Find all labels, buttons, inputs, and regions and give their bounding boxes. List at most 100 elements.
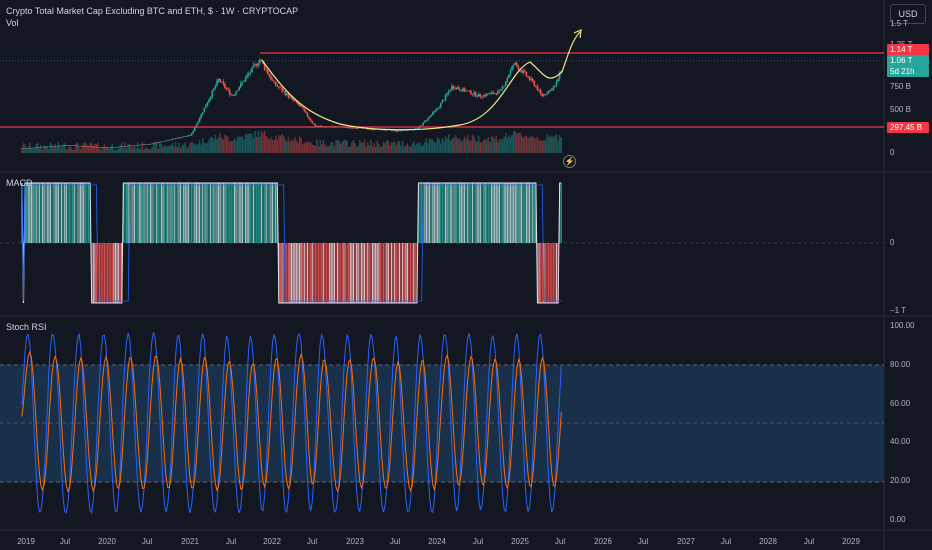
candle-body — [151, 143, 153, 145]
volume-bar — [122, 148, 125, 153]
candle-body — [135, 145, 137, 146]
candle-body — [555, 81, 558, 86]
candle-body — [200, 114, 202, 119]
candle-body — [228, 89, 231, 95]
candle-body — [420, 125, 423, 126]
volume-bar — [156, 142, 158, 153]
macd-bar — [271, 183, 274, 243]
volume-bar — [376, 141, 378, 153]
volume-bar — [367, 141, 369, 153]
candle-body — [397, 130, 399, 132]
volume-bar — [460, 141, 463, 153]
macd-bar — [267, 183, 269, 243]
macd-bar — [413, 243, 415, 303]
volume-bar — [455, 136, 458, 153]
macd-bar — [310, 243, 312, 303]
candle-body — [485, 93, 488, 96]
stoch-rsi-label[interactable]: Stoch RSI — [6, 322, 47, 332]
macd-bar — [449, 183, 451, 243]
candle-body — [292, 97, 294, 101]
macd-bar — [548, 243, 550, 303]
volume-bar — [303, 142, 305, 153]
volume-bar — [471, 134, 474, 153]
volume-bar — [368, 145, 371, 153]
candle-body — [59, 145, 61, 147]
candle-body — [235, 91, 237, 95]
candle-body — [500, 88, 502, 91]
stoch-k-line — [21, 332, 562, 514]
volume-bar — [225, 135, 228, 153]
volume-bar — [482, 140, 485, 153]
macd-bar — [313, 243, 315, 303]
macd-bar — [392, 243, 394, 303]
volume-bar — [416, 143, 418, 153]
macd-bar — [246, 183, 248, 243]
macd-bar — [53, 183, 55, 243]
macd-y-tick: 0 — [890, 238, 895, 247]
candle-body — [65, 145, 68, 146]
volume-bar — [287, 136, 290, 153]
macd-bar — [302, 243, 304, 303]
candle-body — [49, 146, 52, 148]
volume-bar — [216, 139, 218, 153]
macd-bar — [59, 183, 61, 243]
macd-label[interactable]: MACD — [6, 178, 33, 188]
stoch-y-tick: 80.00 — [890, 360, 911, 369]
candle-body — [516, 62, 518, 67]
candle-body — [24, 148, 26, 149]
macd-bar — [514, 183, 516, 243]
macd-bar — [465, 183, 467, 243]
candle-body — [103, 147, 106, 148]
candle-body — [393, 130, 396, 132]
macd-bar — [482, 183, 485, 243]
macd-bar — [176, 183, 178, 243]
volume-bar — [327, 145, 329, 153]
volume-bar — [322, 140, 325, 153]
macd-bar — [527, 183, 529, 243]
macd-bar — [316, 243, 318, 303]
volume-bar — [328, 145, 331, 153]
volume-bar — [466, 134, 469, 153]
macd-bar — [198, 183, 201, 243]
macd-bar — [471, 183, 474, 243]
volume-bar — [413, 141, 415, 153]
volume-bar — [397, 141, 399, 153]
currency-button[interactable]: USD — [890, 4, 926, 24]
candle-body — [270, 76, 272, 80]
candle-body — [247, 73, 250, 76]
candle-body — [471, 94, 474, 95]
candle-body — [67, 145, 69, 146]
macd-bar — [452, 183, 455, 243]
macd-bar — [32, 183, 34, 243]
candle-body — [406, 130, 409, 131]
candle-body — [35, 147, 37, 148]
volume-bar — [486, 139, 488, 153]
candle-body — [216, 80, 218, 86]
macd-bar — [357, 243, 359, 303]
volume-bar — [49, 142, 52, 153]
macd-bar — [152, 183, 155, 243]
macd-bar — [252, 183, 255, 243]
candle-body — [203, 107, 206, 113]
lightning-icon[interactable]: ⚡ — [563, 155, 576, 168]
volume-bar — [341, 141, 344, 153]
candle-body — [209, 97, 212, 100]
macd-bar — [528, 183, 531, 243]
macd-bar — [454, 183, 456, 243]
volume-bar — [246, 134, 248, 153]
candle-body — [225, 87, 228, 89]
volume-bar — [481, 142, 483, 153]
candle-body — [303, 108, 306, 112]
macd-bar — [78, 183, 80, 243]
candle-body — [524, 70, 526, 73]
volume-bar — [449, 140, 451, 153]
macd-bar — [79, 183, 82, 243]
candle-body — [75, 145, 77, 147]
macd-bar — [432, 183, 434, 243]
macd-bar — [64, 183, 66, 243]
volume-bar — [125, 148, 128, 153]
volume-bar — [309, 141, 312, 153]
macd-bar — [349, 243, 351, 303]
macd-bar — [100, 243, 102, 303]
macd-bar — [84, 183, 86, 243]
